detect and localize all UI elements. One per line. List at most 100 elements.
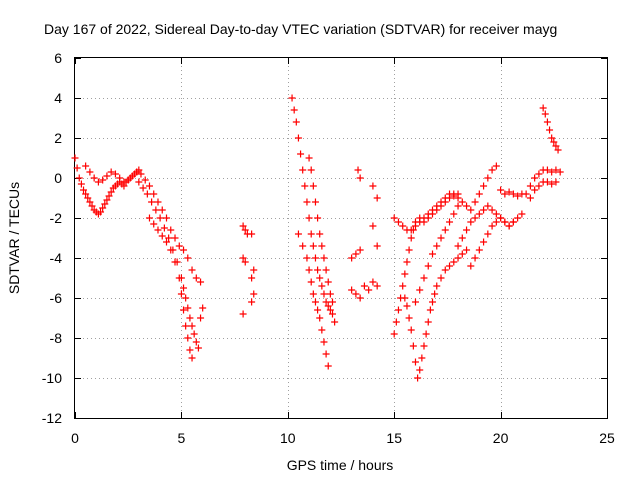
data-point [82,162,90,170]
data-point [546,126,554,134]
series-trace-k [390,190,462,234]
data-point [305,154,313,162]
data-point [394,306,402,314]
data-point [373,194,381,202]
data-point [492,162,500,170]
data-point [86,168,94,176]
data-point [356,294,364,302]
data-point [454,242,462,250]
data-point [405,246,413,254]
data-point [424,210,432,218]
series-trace-c [135,178,207,352]
plot-frame [74,57,608,419]
data-point [414,374,422,382]
data-point [433,202,441,210]
data-point [348,286,356,294]
data-point [137,170,145,178]
data-point [394,218,402,226]
data-point [431,290,439,298]
data-point [184,334,192,342]
data-point [248,230,256,238]
data-point [454,202,462,210]
data-point [497,214,505,222]
data-point [326,290,334,298]
data-point [158,232,166,240]
data-points [71,94,564,382]
data-point [480,238,488,246]
data-point [75,174,83,182]
series-trace-e [239,222,258,318]
data-point [441,266,449,274]
data-point [90,174,98,182]
data-point [194,344,202,352]
data-point [288,94,296,102]
data-point [441,226,449,234]
data-point [241,226,249,234]
data-point [133,168,141,176]
data-point [407,226,415,234]
data-point [390,330,398,338]
series-trace-l [401,246,471,382]
data-point [111,170,119,178]
data-point [411,222,419,230]
data-point [480,182,488,190]
data-point [290,106,298,114]
x-tick-label: 10 [280,430,296,446]
data-point [97,208,105,216]
data-point [554,146,562,154]
data-point [139,184,147,192]
data-point [94,178,102,186]
data-point [416,286,424,294]
data-point [128,172,136,180]
data-point [292,118,300,126]
data-point [250,290,258,298]
data-point [411,358,419,366]
data-point [86,198,94,206]
data-point [509,218,517,226]
data-point [145,182,153,190]
y-axis-label: SDTVAR / TECUs [6,182,22,294]
data-point [492,218,500,226]
data-point [84,194,92,202]
data-point [318,242,326,250]
data-point [454,254,462,262]
data-point [182,294,190,302]
data-point [248,298,256,306]
data-point [441,194,449,202]
data-point [182,322,190,330]
data-point [239,254,247,262]
data-point [105,192,113,200]
data-point [309,242,317,250]
data-point [497,186,505,194]
data-point [99,204,107,212]
axis-tick-labels: 0 5 10 15 20 25 -12 -10 -8 -6 -4 -2 0 2 4 6 [42,50,615,446]
data-point [471,198,479,206]
data-point [433,242,441,250]
data-point [167,246,175,254]
series-trace-a [71,154,143,218]
data-point [103,196,111,204]
y-tick-label: 6 [54,50,62,66]
data-point [488,166,496,174]
data-point [552,166,560,174]
data-point [543,118,551,126]
data-point [543,178,551,186]
data-point [505,188,513,196]
data-point [188,266,196,274]
data-point [418,354,426,362]
data-point [373,282,381,290]
data-point [99,176,107,184]
data-point [488,206,496,214]
data-point [150,220,158,228]
data-point [548,180,556,188]
data-point [152,206,160,214]
series-trace-o [467,214,517,270]
data-point [180,284,188,292]
data-point [405,314,413,322]
data-point [322,266,330,274]
data-point [124,176,132,184]
data-point [177,290,185,298]
data-point [458,234,466,242]
data-point [526,182,534,190]
